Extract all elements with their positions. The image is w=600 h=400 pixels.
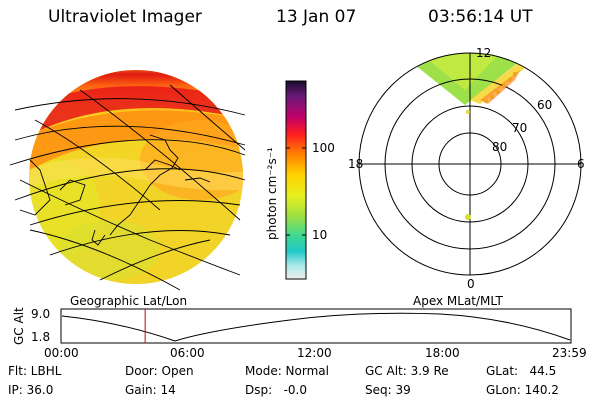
- mlt-label-6: 6: [577, 157, 585, 171]
- mlat-label-70: 70: [512, 121, 528, 135]
- timeline-ytick-top: 9.0: [31, 307, 51, 321]
- mlt-label-0: 0: [467, 277, 475, 291]
- observation-time: 03:56:14 UT: [428, 7, 533, 27]
- colorbar-tick-10: 10: [312, 228, 328, 242]
- altitude-timeline: [60, 308, 572, 344]
- status-ip: IP: 36.0: [8, 383, 54, 397]
- colorbar-unit-label: photon cm⁻²s⁻¹: [265, 147, 279, 240]
- timeline-tick-0000: 00:00: [44, 346, 79, 360]
- status-glat: GLat: 44.5: [486, 364, 557, 378]
- mlat-label-60: 60: [537, 98, 553, 112]
- apex-caption: Apex MLat/MLT: [413, 294, 503, 308]
- timeline-tick-1200: 12:00: [297, 346, 332, 360]
- mlt-label-12: 12: [476, 46, 492, 60]
- timeline-tick-0600: 06:00: [170, 346, 205, 360]
- polar-mlat-mlt-plot: [358, 52, 582, 276]
- observation-date: 13 Jan 07: [276, 7, 357, 27]
- instrument-title: Ultraviolet Imager: [48, 7, 202, 27]
- mlt-label-18: 18: [348, 157, 364, 171]
- mlat-label-80: 80: [492, 140, 508, 154]
- timeline-tick-1800: 18:00: [425, 346, 460, 360]
- geographic-caption: Geographic Lat/Lon: [70, 294, 188, 308]
- status-filter: Flt: LBHL: [8, 364, 62, 378]
- geographic-image: [9, 70, 246, 291]
- colorbar-tick-100: 100: [312, 141, 335, 155]
- status-sequence: Seq: 39: [365, 383, 411, 397]
- status-gain: Gain: 14: [125, 383, 176, 397]
- intensity-colorbar: [285, 80, 307, 280]
- status-glon: GLon: 140.2: [486, 383, 559, 397]
- timeline-tick-2359: 23:59: [552, 346, 587, 360]
- timeline-ylabel: GC Alt: [12, 307, 26, 345]
- status-gc-altitude: GC Alt: 3.9 Re: [365, 364, 449, 378]
- status-door: Door: Open: [125, 364, 194, 378]
- timeline-ytick-bottom: 1.8: [31, 330, 51, 344]
- status-mode: Mode: Normal: [245, 364, 329, 378]
- status-dsp: Dsp: -0.0: [245, 383, 308, 397]
